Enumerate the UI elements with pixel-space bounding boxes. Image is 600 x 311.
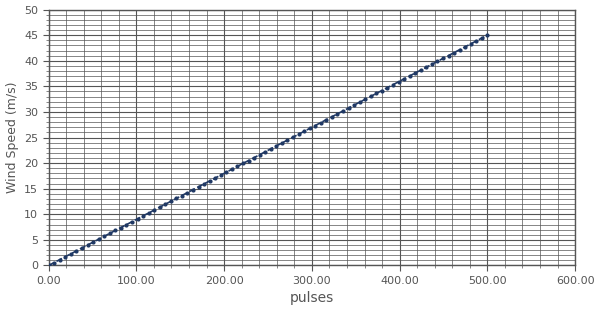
- Point: [421, 65, 431, 70]
- Point: [221, 170, 231, 175]
- Point: [49, 260, 59, 265]
- Point: [460, 44, 470, 49]
- Point: [182, 190, 192, 195]
- Point: [405, 73, 415, 78]
- Point: [449, 50, 459, 55]
- Point: [105, 231, 115, 236]
- Point: [371, 91, 381, 96]
- Point: [250, 155, 259, 160]
- Point: [260, 149, 270, 154]
- Point: [272, 143, 281, 148]
- Point: [227, 167, 237, 172]
- Point: [310, 123, 320, 128]
- Point: [394, 79, 403, 84]
- Point: [194, 184, 203, 189]
- Point: [122, 222, 131, 227]
- Point: [66, 251, 76, 256]
- Point: [61, 254, 70, 259]
- Point: [472, 39, 481, 44]
- Point: [255, 152, 265, 157]
- Point: [211, 175, 220, 180]
- Point: [277, 141, 287, 146]
- Point: [283, 137, 292, 142]
- Point: [188, 187, 198, 192]
- Point: [116, 225, 125, 230]
- Point: [299, 129, 309, 134]
- Point: [433, 59, 442, 64]
- Point: [110, 228, 120, 233]
- Point: [455, 47, 464, 52]
- Point: [349, 103, 359, 108]
- Point: [305, 126, 314, 131]
- Point: [127, 219, 137, 224]
- Point: [410, 71, 420, 76]
- Point: [233, 164, 242, 169]
- Point: [149, 207, 159, 212]
- Point: [399, 77, 409, 81]
- Point: [88, 240, 98, 245]
- Point: [355, 100, 364, 105]
- Point: [199, 181, 209, 186]
- Point: [166, 199, 176, 204]
- Point: [294, 132, 304, 137]
- Point: [83, 243, 92, 248]
- Point: [383, 85, 392, 90]
- Point: [388, 82, 398, 87]
- Point: [94, 237, 103, 242]
- Point: [466, 41, 476, 46]
- Point: [338, 109, 348, 114]
- Point: [416, 68, 425, 73]
- Point: [344, 105, 353, 110]
- Point: [71, 248, 81, 253]
- Point: [244, 158, 253, 163]
- Point: [138, 213, 148, 218]
- Point: [205, 179, 215, 183]
- Point: [55, 257, 65, 262]
- Point: [100, 234, 109, 239]
- Point: [172, 196, 181, 201]
- X-axis label: pulses: pulses: [290, 291, 334, 305]
- Point: [266, 146, 275, 151]
- Point: [377, 88, 386, 93]
- Point: [216, 173, 226, 178]
- Point: [477, 35, 487, 40]
- Point: [366, 94, 376, 99]
- Point: [77, 245, 87, 250]
- Point: [482, 33, 492, 38]
- Point: [438, 56, 448, 61]
- Point: [322, 117, 331, 122]
- Point: [332, 111, 342, 116]
- Point: [238, 161, 248, 166]
- Point: [44, 263, 53, 268]
- Point: [155, 205, 164, 210]
- Point: [177, 193, 187, 198]
- Point: [444, 53, 454, 58]
- Point: [361, 97, 370, 102]
- Point: [316, 120, 326, 125]
- Point: [133, 216, 142, 221]
- Point: [327, 114, 337, 119]
- Y-axis label: Wind Speed (m/s): Wind Speed (m/s): [5, 82, 19, 193]
- Point: [144, 211, 154, 216]
- Point: [288, 135, 298, 140]
- Point: [160, 202, 170, 207]
- Point: [427, 62, 437, 67]
